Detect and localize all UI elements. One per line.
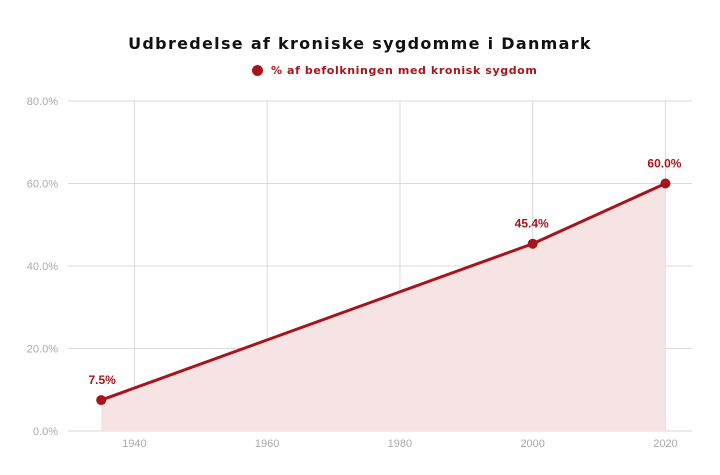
data-point bbox=[527, 238, 538, 249]
y-tick-label: 0.0% bbox=[33, 426, 58, 438]
chart-title: Udbredelse af kroniske sygdomme i Danmar… bbox=[128, 34, 592, 53]
data-point bbox=[660, 178, 671, 189]
legend-marker bbox=[252, 65, 263, 76]
data-label: 60.0% bbox=[647, 157, 681, 171]
x-tick-label: 2020 bbox=[653, 438, 677, 450]
y-tick-label: 20.0% bbox=[27, 344, 58, 356]
y-tick-label: 40.0% bbox=[27, 261, 58, 273]
data-point bbox=[96, 395, 107, 406]
data-label: 45.4% bbox=[515, 217, 549, 231]
y-tick-label: 80.0% bbox=[27, 96, 58, 108]
y-tick-label: 60.0% bbox=[27, 179, 58, 191]
data-label: 7.5% bbox=[89, 373, 117, 387]
series-area bbox=[101, 183, 666, 431]
x-tick-label: 1980 bbox=[388, 438, 412, 450]
x-tick-label: 1960 bbox=[255, 438, 279, 450]
x-tick-label: 1940 bbox=[122, 438, 146, 450]
legend: % af befolkningen med kronisk sygdom bbox=[252, 64, 537, 77]
legend-label: % af befolkningen med kronisk sygdom bbox=[271, 64, 538, 77]
x-tick-label: 2000 bbox=[520, 438, 544, 450]
